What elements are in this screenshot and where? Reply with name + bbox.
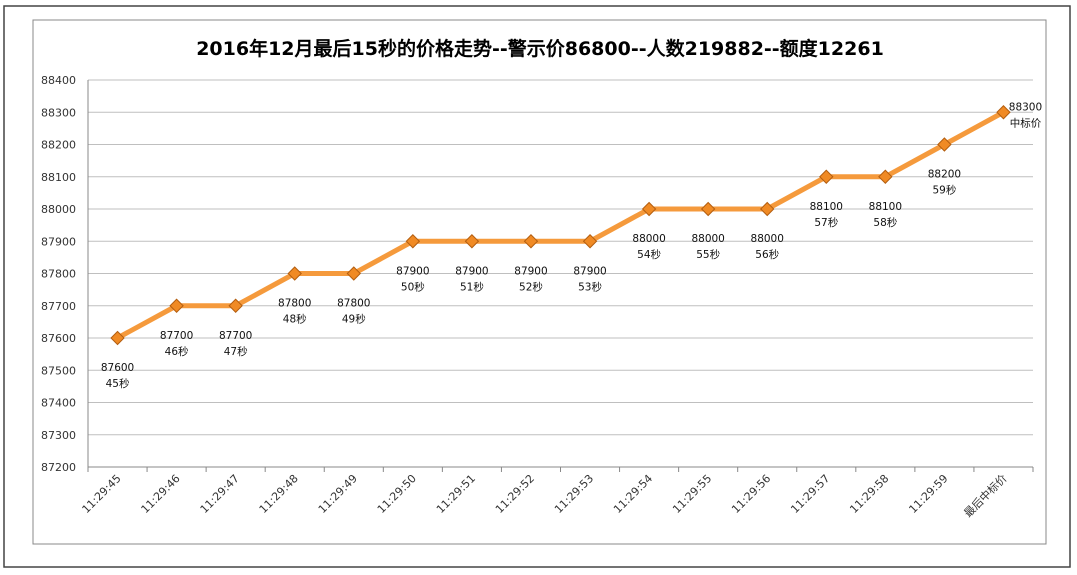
outer-frame bbox=[3, 5, 1071, 568]
data-label-value: 87600 bbox=[101, 362, 134, 374]
data-label-value: 87900 bbox=[573, 265, 606, 277]
plot-border bbox=[32, 19, 1047, 545]
data-point bbox=[228, 298, 243, 313]
data-label-second: 53秒 bbox=[578, 280, 602, 293]
data-point bbox=[582, 234, 598, 249]
data-label-value: 87900 bbox=[455, 265, 488, 277]
data-point bbox=[996, 105, 1011, 120]
data-label-value: 88300 bbox=[1009, 101, 1042, 113]
data-label-second: 50秒 bbox=[401, 280, 425, 293]
data-point bbox=[523, 234, 539, 249]
y-tick-label: 87200 bbox=[41, 461, 76, 474]
data-label-second: 59秒 bbox=[932, 184, 956, 197]
data-label-second: 55秒 bbox=[696, 248, 720, 261]
data-point bbox=[464, 234, 480, 249]
data-label-value: 88100 bbox=[869, 201, 902, 213]
data-label-value: 87700 bbox=[219, 330, 252, 342]
data-point bbox=[346, 266, 361, 281]
series-line bbox=[116, 110, 1005, 341]
data-point bbox=[641, 201, 657, 217]
data-point bbox=[760, 201, 775, 217]
data-label-second: 48秒 bbox=[283, 313, 307, 326]
y-tick-label: 88300 bbox=[41, 106, 76, 119]
y-tick-label: 87300 bbox=[41, 429, 76, 442]
data-point bbox=[937, 137, 952, 152]
gridlines bbox=[87, 79, 1033, 468]
data-label-value: 87900 bbox=[396, 265, 429, 277]
y-tick-label: 87400 bbox=[41, 397, 76, 410]
data-label-second: 58秒 bbox=[873, 216, 897, 229]
data-point bbox=[169, 298, 184, 313]
data-label-value: 87900 bbox=[514, 265, 547, 277]
data-label-value: 88000 bbox=[751, 233, 784, 245]
data-label-value: 88000 bbox=[691, 233, 724, 245]
data-label-value: 87800 bbox=[278, 298, 311, 310]
data-label-second: 54秒 bbox=[637, 248, 661, 261]
chart-title: 2016年12月最后15秒的价格走势--警示价86800--人数219882--… bbox=[196, 37, 884, 60]
data-point bbox=[405, 234, 421, 249]
data-point bbox=[287, 266, 302, 281]
y-tick-label: 87700 bbox=[41, 300, 76, 313]
y-tick-label: 87500 bbox=[41, 364, 76, 377]
data-label-value: 88000 bbox=[632, 233, 665, 245]
data-point bbox=[878, 169, 893, 184]
data-markers bbox=[110, 105, 1011, 346]
data-label-second: 49秒 bbox=[342, 313, 366, 326]
data-label-second: 45秒 bbox=[106, 377, 130, 390]
y-tick-label: 87600 bbox=[41, 332, 76, 345]
y-tick-label: 87800 bbox=[41, 268, 76, 281]
y-tick-label: 87900 bbox=[41, 235, 76, 248]
data-label-second: 56秒 bbox=[755, 248, 779, 261]
data-labels: 87600 45秒 87700 46秒 87700 47秒 87800 48秒 87800 49秒… bbox=[101, 101, 1042, 390]
data-label-second: 中标价 bbox=[1010, 116, 1042, 129]
data-point bbox=[110, 330, 125, 346]
data-label-second: 51秒 bbox=[460, 280, 484, 293]
data-point bbox=[819, 169, 834, 184]
data-label-second: 52秒 bbox=[519, 280, 543, 293]
data-label-value: 88100 bbox=[810, 201, 843, 213]
y-tick-label: 88100 bbox=[41, 171, 76, 184]
y-tick-label: 88000 bbox=[41, 203, 76, 216]
data-label-second: 46秒 bbox=[165, 345, 189, 358]
data-label-second: 47秒 bbox=[224, 345, 248, 358]
data-label-value: 87800 bbox=[337, 298, 370, 310]
y-tick-label: 88400 bbox=[41, 74, 76, 87]
y-tick-label: 88200 bbox=[41, 139, 76, 152]
data-label-value: 87700 bbox=[160, 330, 193, 342]
data-label-value: 88200 bbox=[928, 169, 961, 181]
y-axis-ticks: 87200 87300 87400 87500 87600 87700 87800 87900… bbox=[41, 74, 76, 474]
data-point bbox=[700, 201, 716, 217]
data-label-second: 57秒 bbox=[814, 216, 838, 229]
